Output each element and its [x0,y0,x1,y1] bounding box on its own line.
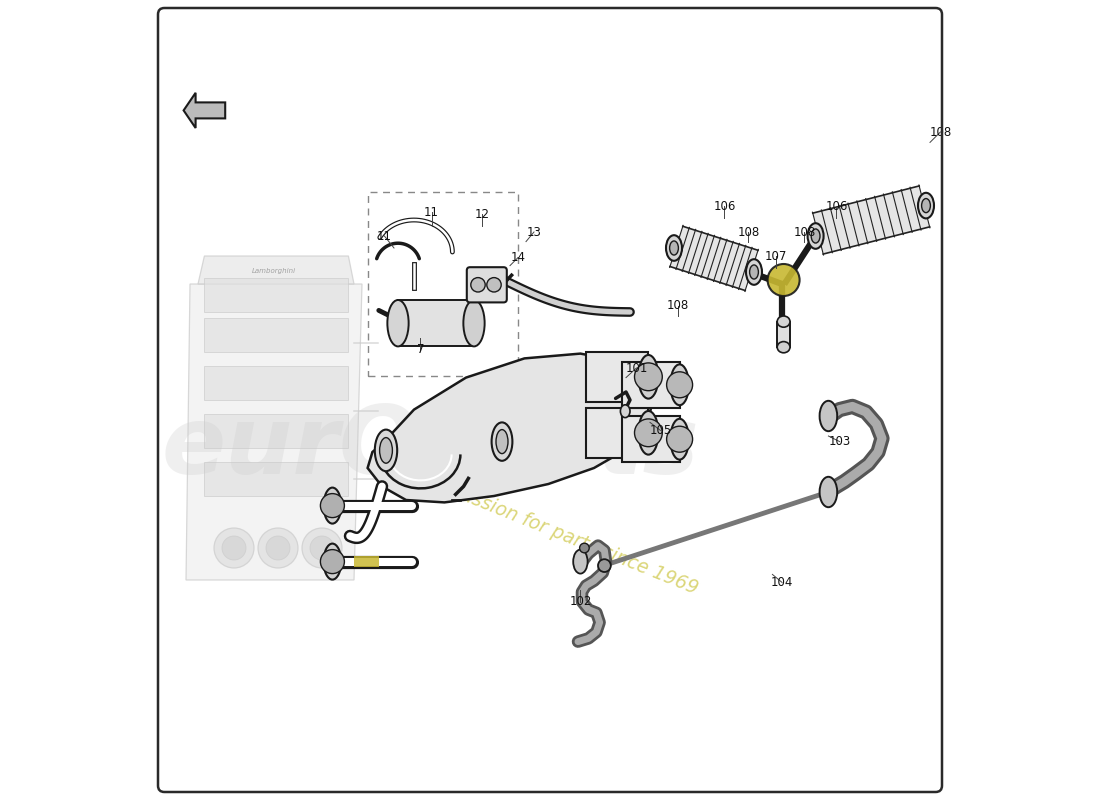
Text: Lamborghini: Lamborghini [252,268,296,274]
Polygon shape [205,414,349,448]
Text: 108: 108 [737,226,759,238]
Polygon shape [398,300,474,346]
Polygon shape [354,556,378,567]
Text: 11: 11 [425,206,439,218]
Polygon shape [778,322,790,347]
Ellipse shape [638,355,659,398]
Circle shape [222,536,246,560]
Polygon shape [198,256,354,284]
Ellipse shape [820,477,837,507]
Text: 108: 108 [930,126,952,138]
Text: 106: 106 [825,200,848,213]
Polygon shape [813,186,930,254]
Text: 104: 104 [771,576,793,589]
Ellipse shape [922,198,931,213]
Ellipse shape [807,223,824,249]
Circle shape [214,528,254,568]
Text: 102: 102 [569,595,592,608]
Polygon shape [670,226,758,290]
Text: 12: 12 [474,208,490,221]
Text: eurOparts: eurOparts [161,402,698,494]
Circle shape [667,372,693,398]
Ellipse shape [670,364,689,406]
Polygon shape [205,366,349,400]
Text: a passion for parts since 1969: a passion for parts since 1969 [431,474,701,598]
Text: 103: 103 [828,435,850,448]
Text: 105: 105 [649,424,671,437]
Polygon shape [205,318,349,352]
Ellipse shape [387,300,408,346]
Ellipse shape [811,229,819,243]
Ellipse shape [670,418,689,460]
Text: 7: 7 [417,343,425,356]
Ellipse shape [638,411,659,454]
Ellipse shape [375,430,397,471]
Circle shape [768,264,800,296]
Ellipse shape [778,316,790,327]
Ellipse shape [379,438,393,463]
Circle shape [598,559,611,572]
Circle shape [635,419,662,446]
Polygon shape [184,93,226,128]
Circle shape [258,528,298,568]
Circle shape [580,543,590,553]
Polygon shape [205,278,349,312]
Polygon shape [205,462,349,496]
Polygon shape [621,416,680,462]
Ellipse shape [820,401,837,431]
Text: 14: 14 [510,251,526,264]
Circle shape [487,278,502,292]
Ellipse shape [573,550,587,574]
Ellipse shape [323,487,341,523]
Polygon shape [186,284,362,580]
Text: 107: 107 [764,250,786,262]
Ellipse shape [746,259,762,285]
Ellipse shape [778,342,790,353]
Text: 11: 11 [377,230,392,242]
Ellipse shape [749,265,758,279]
Circle shape [635,363,662,390]
Circle shape [667,426,693,452]
Ellipse shape [492,422,513,461]
Circle shape [266,536,290,560]
Circle shape [302,528,342,568]
Ellipse shape [666,235,682,261]
Text: 108: 108 [667,299,689,312]
Polygon shape [621,362,680,408]
Text: 13: 13 [527,226,541,238]
Circle shape [320,494,344,518]
Ellipse shape [620,405,630,418]
Ellipse shape [496,430,508,454]
Ellipse shape [670,241,679,255]
Ellipse shape [323,544,341,579]
Text: 106: 106 [713,200,736,213]
FancyBboxPatch shape [466,267,507,302]
Text: 108: 108 [793,226,815,238]
Polygon shape [367,354,652,502]
Circle shape [471,278,485,292]
Circle shape [320,550,344,574]
Ellipse shape [918,193,934,218]
Polygon shape [586,352,648,402]
Text: 101: 101 [625,362,648,374]
Polygon shape [586,408,648,458]
Circle shape [310,536,334,560]
Ellipse shape [463,300,485,346]
